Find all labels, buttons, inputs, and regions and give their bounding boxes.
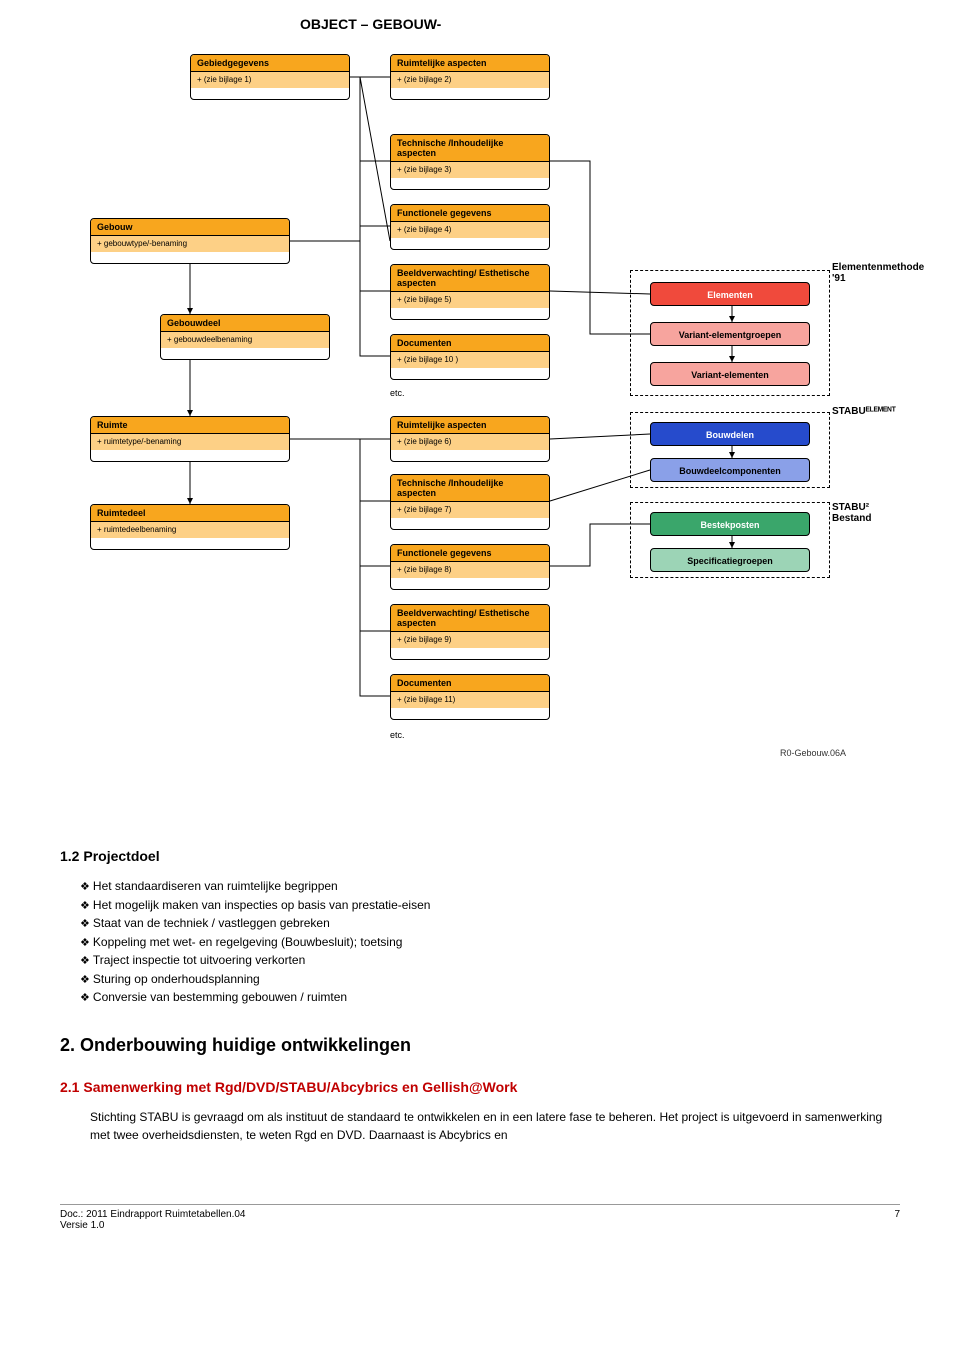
node-functionele2: Functionele gegevens+ (zie bijlage 8)	[390, 544, 550, 590]
node-gebouw: Gebouw+ gebouwtype/-benaming	[90, 218, 290, 264]
group-label-0: Elementenmethode '91	[832, 262, 924, 284]
group-label-1: STABUᴱᴸᴱᴹᴱᴺᵀ	[832, 406, 896, 417]
footer-version: Versie 1.0	[60, 1220, 245, 1231]
bullet-list: Het standaardiseren van ruimtelijke begr…	[60, 877, 900, 1007]
bullet-4: Traject inspectie tot uitvoering verkort…	[80, 951, 900, 970]
section-heading-2: 2. Onderbouwing huidige ontwikkelingen	[60, 1032, 900, 1059]
diagram-ref: R0-Gebouw.06A	[780, 748, 846, 758]
node-technische2: Technische /Inhoudelijke aspecten+ (zie …	[390, 474, 550, 530]
bullet-1: Het mogelijk maken van inspecties op bas…	[80, 896, 900, 915]
etc-label-0: etc.	[390, 388, 405, 398]
bullet-3: Koppeling met wet- en regelgeving (Bouwb…	[80, 933, 900, 952]
body-text: 1.2 Projectdoel Het standaardiseren van …	[60, 846, 900, 1144]
footer-page-number: 7	[894, 1209, 900, 1231]
group-box-2	[630, 502, 830, 578]
group-box-0	[630, 270, 830, 396]
node-beeld2: Beeldverwachting/ Esthetische aspecten+ …	[390, 604, 550, 660]
group-label-2: STABU² Bestand	[832, 502, 900, 524]
section-heading-1-2: 1.2 Projectdoel	[60, 846, 900, 867]
node-gebiedgegevens: Gebiedgegevens+ (zie bijlage 1)	[190, 54, 350, 100]
node-ruimtelijke1: Ruimtelijke aspecten+ (zie bijlage 2)	[390, 54, 550, 100]
bullet-2: Staat van de techniek / vastleggen gebre…	[80, 914, 900, 933]
footer-doc: Doc.: 2011 Eindrapport Ruimtetabellen.04	[60, 1209, 245, 1220]
page-title: OBJECT – GEBOUW-	[300, 16, 900, 32]
node-ruimtedeel: Ruimtedeel+ ruimtedeelbenaming	[90, 504, 290, 550]
diagram-canvas: Gebiedgegevens+ (zie bijlage 1) Ruimtelij…	[60, 46, 900, 806]
node-ruimtelijke2: Ruimtelijke aspecten+ (zie bijlage 6)	[390, 416, 550, 462]
etc-label-1: etc.	[390, 730, 405, 740]
node-documenten1: Documenten+ (zie bijlage 10 )	[390, 334, 550, 380]
node-functionele1: Functionele gegevens+ (zie bijlage 4)	[390, 204, 550, 250]
page-footer: Doc.: 2011 Eindrapport Ruimtetabellen.04…	[60, 1204, 900, 1231]
bullet-5: Sturing op onderhoudsplanning	[80, 970, 900, 989]
bullet-6: Conversie van bestemming gebouwen / ruim…	[80, 988, 900, 1007]
node-beeld1: Beeldverwachting/ Esthetische aspecten+ …	[390, 264, 550, 320]
section-heading-2-1: 2.1 Samenwerking met Rgd/DVD/STABU/Abcyb…	[60, 1077, 900, 1098]
node-gebouwdeel: Gebouwdeel+ gebouwdeelbenaming	[160, 314, 330, 360]
node-documenten2: Documenten+ (zie bijlage 11)	[390, 674, 550, 720]
node-technische1: Technische /Inhoudelijke aspecten+ (zie …	[390, 134, 550, 190]
node-ruimte: Ruimte+ ruimtetype/-benaming	[90, 416, 290, 462]
paragraph: Stichting STABU is gevraagd om als insti…	[90, 1108, 900, 1144]
group-box-1	[630, 412, 830, 488]
bullet-0: Het standaardiseren van ruimtelijke begr…	[80, 877, 900, 896]
